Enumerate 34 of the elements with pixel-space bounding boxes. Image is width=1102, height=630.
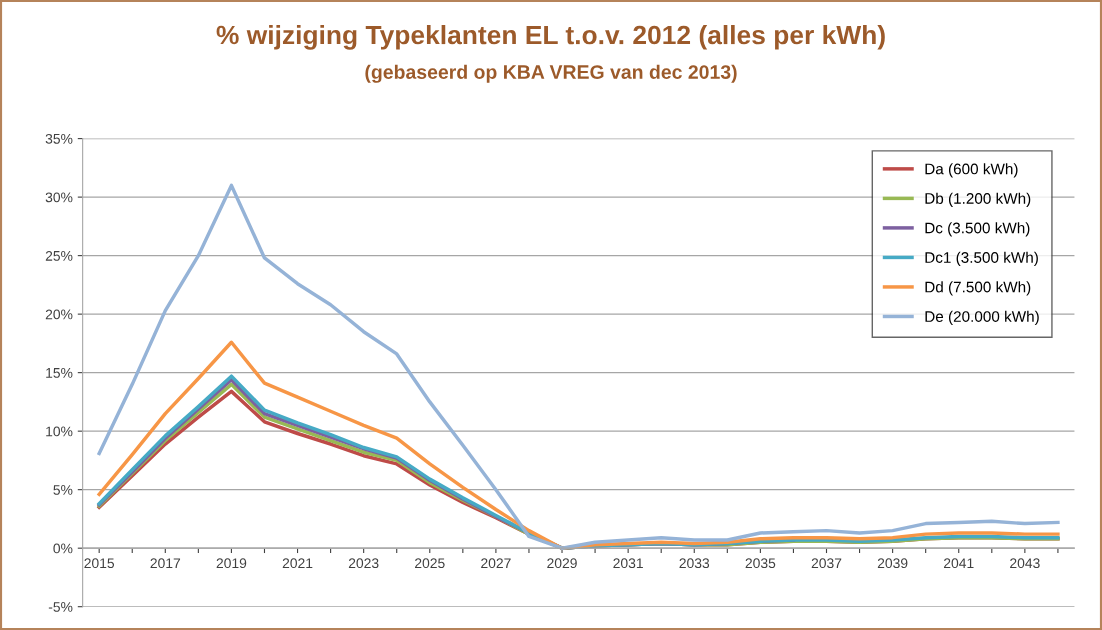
y-tick-label: 0%	[53, 543, 73, 554]
x-tick-label: 2031	[613, 558, 643, 569]
x-tick-label: 2023	[348, 558, 379, 569]
x-tick-label: 2015	[84, 558, 115, 569]
x-tick-label: 2035	[745, 558, 776, 569]
x-tick-label: 2041	[943, 558, 974, 569]
chart-subtitle: (gebaseerd op KBA VREG van dec 2013)	[365, 64, 737, 83]
x-tick-label: 2025	[415, 558, 445, 569]
x-tick-label: 2029	[547, 558, 577, 569]
x-tick-label: 2021	[282, 558, 313, 569]
legend-label: De (20.000 kWh)	[925, 310, 1039, 325]
x-tick-label: 2039	[877, 558, 908, 569]
line-series	[97, 183, 1060, 550]
y-tick-label: 30%	[45, 192, 73, 203]
legend-label: Db (1.200 kWh)	[925, 192, 1031, 207]
y-tick-label: 25%	[45, 250, 73, 261]
legend-label: Da (600 kWh)	[925, 163, 1018, 178]
x-tick-label: 2027	[481, 558, 511, 569]
y-tick-label: -5%	[48, 602, 73, 612]
y-tick-label: 35%	[45, 133, 73, 144]
legend-label: Dc1 (3.500 kWh)	[925, 251, 1038, 266]
y-tick-label: 10%	[46, 426, 73, 437]
x-tick-label: 2043	[1010, 558, 1040, 569]
y-tick-label: 20%	[45, 309, 73, 320]
y-tick-label: 15%	[46, 368, 73, 378]
chart-title: % wijziging Typeklanten EL t.o.v. 2012 (alles per kWh)	[216, 24, 885, 50]
x-tick-label: 2033	[679, 558, 710, 569]
legend-label: Dd (7.500 kWh)	[925, 281, 1031, 296]
legend-label: Dc (3.500 kWh)	[925, 222, 1030, 237]
y-tick-label: 5%	[53, 485, 73, 495]
x-tick-label: 2019	[216, 558, 247, 569]
x-tick-label: 2017	[150, 558, 181, 569]
line-series	[97, 340, 1060, 550]
x-tick-label: 2037	[811, 558, 842, 569]
